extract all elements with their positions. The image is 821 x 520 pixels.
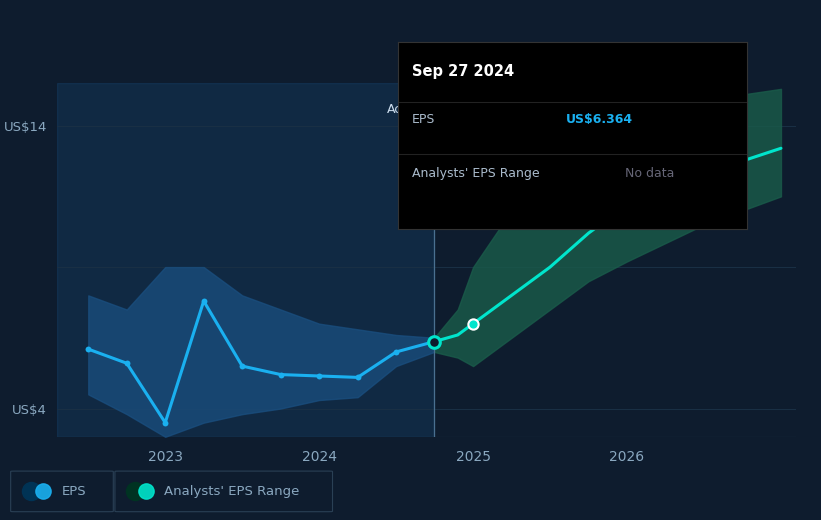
Text: Sep 27 2024: Sep 27 2024: [412, 64, 514, 79]
Point: [274, 370, 287, 379]
Text: Analysts Forecasts: Analysts Forecasts: [442, 103, 558, 116]
Text: EPS: EPS: [62, 485, 86, 498]
Point: [81, 345, 94, 353]
Point: [197, 297, 210, 305]
Bar: [57, 83, 434, 437]
Text: No data: No data: [625, 167, 674, 180]
Text: EPS: EPS: [412, 113, 435, 126]
Text: Analysts' EPS Range: Analysts' EPS Range: [164, 485, 300, 498]
Point: [428, 337, 441, 346]
Point: [351, 373, 365, 382]
Point: [236, 362, 249, 370]
Text: Actual: Actual: [388, 103, 426, 116]
Point: [621, 201, 634, 209]
Point: [120, 359, 133, 368]
Point: [313, 372, 326, 380]
Text: Analysts' EPS Range: Analysts' EPS Range: [412, 167, 539, 180]
FancyBboxPatch shape: [115, 471, 333, 512]
Point: [389, 348, 402, 356]
Point: [428, 337, 441, 346]
Text: US$6.364: US$6.364: [566, 113, 633, 126]
FancyBboxPatch shape: [11, 471, 113, 512]
Point: [158, 419, 172, 427]
Point: [466, 319, 479, 328]
